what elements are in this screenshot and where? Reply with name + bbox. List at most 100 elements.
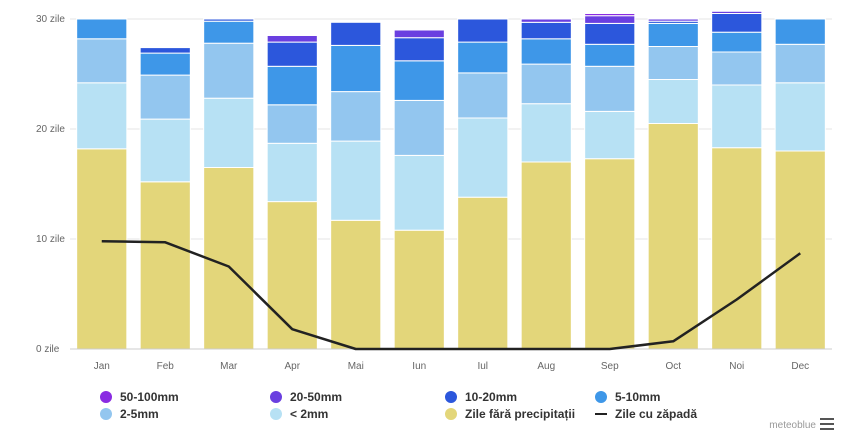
bar-segment [393, 154, 445, 231]
bar-segment [76, 18, 128, 40]
bar-segment [330, 44, 382, 93]
bar-segment [139, 118, 191, 183]
bar-segment [584, 13, 636, 17]
bar-segment [520, 18, 572, 23]
legend-dot-swatch [445, 408, 457, 420]
legend-dot-swatch [595, 391, 607, 403]
x-tick-label: Feb [157, 361, 175, 372]
x-tick-label: Jan [94, 361, 110, 372]
credit-text[interactable]: meteoblue [769, 420, 816, 431]
bar-segment [520, 38, 572, 65]
bar-segment [266, 35, 318, 43]
legend-item[interactable]: 2-5mm [100, 407, 159, 421]
legend-item[interactable]: 5-10mm [595, 390, 660, 404]
bar-segment [711, 51, 763, 86]
legend-dot-swatch [100, 408, 112, 420]
bar-segment [520, 103, 572, 163]
legend-label: 2-5mm [120, 407, 159, 421]
bar-segment [393, 29, 445, 39]
bar-segment [266, 142, 318, 203]
legend-dot-swatch [445, 391, 457, 403]
bar-segment [584, 22, 636, 45]
bar-segment [266, 201, 318, 350]
bar-segment [647, 123, 699, 350]
hamburger-menu-icon[interactable] [820, 418, 834, 430]
legend-item[interactable]: < 2mm [270, 407, 328, 421]
bar-segment [266, 41, 318, 67]
bar-segment [203, 20, 255, 44]
y-tick-label: 10 zile [36, 234, 65, 245]
bar-segment [774, 150, 826, 350]
x-tick-label: Aug [537, 361, 555, 372]
y-tick-label: 20 zile [36, 124, 65, 135]
bar-segment [520, 21, 572, 40]
bar-segment [774, 18, 826, 45]
bar-segment [711, 147, 763, 350]
bar-segment [203, 167, 255, 350]
legend-label: 10-20mm [465, 390, 518, 404]
bar-segment [647, 79, 699, 124]
bar-segment [330, 140, 382, 221]
x-tick-label: Sep [601, 361, 619, 372]
legend-item[interactable]: 20-50mm [270, 390, 342, 404]
bar-segment [520, 63, 572, 105]
y-tick-label: 0 zile [36, 344, 60, 355]
legend-line-swatch [595, 413, 607, 415]
legend-item[interactable]: 10-20mm [445, 390, 517, 404]
bar-segment [711, 10, 763, 14]
x-tick-label: Iul [477, 361, 488, 372]
legend-dot-swatch [270, 391, 282, 403]
legend-item[interactable]: Zile fără precipitații [445, 407, 575, 421]
bar-segment [203, 18, 255, 22]
legend-item[interactable]: Zile cu zăpadă [595, 407, 697, 421]
bar-segment [774, 82, 826, 152]
bar-segment [330, 21, 382, 46]
bar-segment [393, 60, 445, 101]
legend-dot-swatch [100, 391, 112, 403]
legend-label: 20-50mm [290, 390, 343, 404]
bar-segment [520, 161, 572, 350]
bar-segment [457, 196, 509, 350]
bar-segment [330, 91, 382, 142]
x-tick-label: Oct [665, 361, 681, 372]
legend-label: Zile cu zăpadă [615, 407, 698, 421]
legend-label: 5-10mm [615, 390, 661, 404]
bar-segment [457, 72, 509, 119]
x-tick-label: Dec [791, 361, 809, 372]
bar-segment [584, 15, 636, 24]
bar-segment [393, 229, 445, 350]
bar-segment [203, 42, 255, 99]
bar-segment [711, 84, 763, 149]
bar-segment [139, 52, 191, 76]
bar-segment [584, 110, 636, 160]
x-tick-label: Mar [220, 361, 238, 372]
bar-segment [647, 18, 699, 22]
x-tick-label: Mai [348, 361, 364, 372]
legend-label: < 2mm [290, 407, 329, 421]
bar-segment [393, 99, 445, 156]
bar-segment [457, 41, 509, 74]
bar-segment [76, 148, 128, 350]
x-tick-label: Apr [284, 361, 300, 372]
bar-segment [266, 65, 318, 106]
bar-segment [76, 82, 128, 150]
bar-segment [266, 104, 318, 144]
legend-item[interactable]: 50-100mm [100, 390, 179, 404]
legend-label: 50-100mm [120, 390, 179, 404]
y-tick-label: 30 zile [36, 14, 65, 25]
bar-segment [139, 47, 191, 54]
bar-segment [647, 22, 699, 47]
bar-segment [393, 37, 445, 62]
stacked-bar-chart: 0 zile 10 zile 20 zile 30 zile Jan Feb Mar Apr M… [36, 10, 832, 372]
bar-segment [711, 31, 763, 53]
bar-segment [330, 219, 382, 350]
bar-segment [457, 117, 509, 198]
bar-segment [711, 13, 763, 33]
bar-segment [584, 65, 636, 112]
bar-segment [139, 74, 191, 120]
bar-segment [457, 18, 509, 43]
legend-label: Zile fără precipitații [465, 407, 576, 421]
x-tick-label: Noi [729, 361, 744, 372]
x-tick-label: Iun [412, 361, 426, 372]
snow-days-line [101, 239, 801, 351]
